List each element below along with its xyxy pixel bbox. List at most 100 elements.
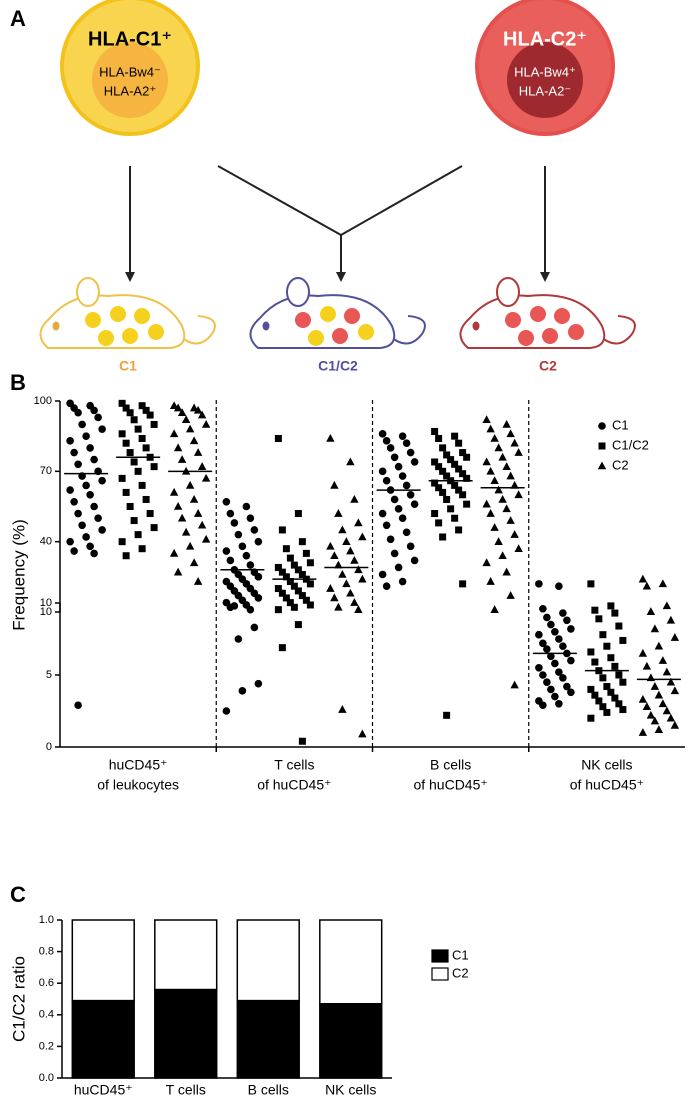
data-point bbox=[82, 533, 90, 541]
data-point bbox=[595, 697, 603, 705]
data-point bbox=[382, 582, 391, 591]
bar-segment bbox=[319, 1002, 383, 1079]
data-point bbox=[334, 602, 343, 611]
data-point bbox=[406, 448, 415, 457]
data-point bbox=[338, 705, 347, 713]
y-tick-label: 10 bbox=[40, 597, 52, 609]
data-point bbox=[358, 574, 367, 583]
mouse-cell bbox=[518, 330, 534, 346]
data-point bbox=[619, 636, 627, 644]
data-point bbox=[222, 547, 231, 555]
mouse-cell bbox=[295, 312, 311, 328]
data-point bbox=[459, 580, 467, 588]
data-point bbox=[286, 578, 294, 586]
data-point bbox=[82, 481, 90, 490]
data-point bbox=[354, 605, 363, 613]
data-point bbox=[439, 467, 447, 475]
data-point bbox=[502, 504, 511, 513]
mouse-label: C2 bbox=[539, 358, 557, 374]
data-point bbox=[98, 526, 106, 534]
data-point bbox=[378, 467, 387, 476]
data-point bbox=[650, 682, 660, 690]
mouse-eye bbox=[262, 321, 270, 331]
data-point bbox=[646, 710, 656, 719]
data-point bbox=[459, 470, 467, 478]
mouse-eye bbox=[472, 321, 480, 331]
data-point bbox=[551, 692, 559, 701]
data-point bbox=[122, 552, 130, 560]
data-point bbox=[350, 555, 359, 564]
data-point bbox=[386, 444, 395, 452]
data-point bbox=[646, 607, 656, 615]
data-point bbox=[662, 667, 672, 676]
data-point bbox=[358, 532, 367, 541]
data-point bbox=[410, 458, 419, 466]
data-point bbox=[274, 585, 282, 593]
data-point bbox=[591, 658, 599, 666]
data-point bbox=[250, 623, 259, 632]
data-point bbox=[451, 514, 459, 522]
data-point bbox=[394, 505, 403, 513]
data-point bbox=[306, 559, 314, 567]
data-point bbox=[278, 644, 286, 652]
data-point bbox=[398, 432, 407, 440]
data-point bbox=[146, 411, 154, 419]
data-point bbox=[543, 678, 551, 686]
data-point bbox=[482, 499, 491, 508]
data-point bbox=[490, 434, 499, 442]
y-tick-label: 100 bbox=[34, 395, 52, 407]
data-point bbox=[386, 535, 395, 544]
data-point bbox=[74, 460, 82, 469]
data-point bbox=[443, 472, 451, 480]
data-point bbox=[193, 509, 203, 517]
data-point bbox=[551, 628, 559, 636]
data-point bbox=[242, 502, 251, 511]
mouse-body bbox=[459, 294, 606, 349]
data-point bbox=[254, 573, 263, 581]
data-point bbox=[402, 528, 411, 537]
data-point bbox=[543, 645, 551, 653]
data-point bbox=[539, 639, 547, 648]
donor-line: HLA-Bw4⁺ bbox=[514, 64, 576, 79]
data-point bbox=[567, 688, 575, 697]
data-point bbox=[338, 569, 347, 578]
mice: C1 C1/C2 C2 bbox=[39, 277, 636, 374]
data-point bbox=[638, 648, 648, 657]
data-point bbox=[254, 679, 263, 688]
data-point bbox=[654, 725, 664, 734]
data-point bbox=[398, 577, 407, 586]
data-point bbox=[234, 635, 243, 643]
donor-core bbox=[92, 42, 168, 118]
data-point bbox=[350, 494, 359, 503]
data-point bbox=[94, 413, 102, 422]
data-point bbox=[169, 401, 179, 409]
legend-marker bbox=[597, 461, 607, 470]
data-point bbox=[193, 448, 203, 456]
data-point bbox=[539, 671, 547, 679]
data-point bbox=[486, 509, 495, 517]
mouse-cell bbox=[505, 312, 521, 328]
y-tick-label: 40 bbox=[40, 536, 52, 548]
data-point bbox=[278, 526, 286, 534]
data-point bbox=[290, 582, 298, 590]
data-point bbox=[230, 519, 239, 527]
mouse-tail bbox=[179, 315, 216, 345]
data-point bbox=[290, 603, 298, 611]
data-point bbox=[66, 537, 74, 546]
data-point bbox=[587, 648, 595, 656]
data-point bbox=[410, 556, 419, 565]
data-point bbox=[146, 510, 154, 518]
x-tick-label: T cells bbox=[274, 757, 314, 773]
data-point bbox=[246, 605, 255, 614]
data-point bbox=[603, 708, 611, 716]
data-point bbox=[294, 587, 302, 595]
data-point bbox=[642, 702, 652, 710]
bar-segment bbox=[236, 999, 300, 1079]
data-point bbox=[138, 481, 146, 489]
data-point bbox=[201, 473, 211, 482]
data-point bbox=[298, 570, 306, 578]
data-point bbox=[455, 439, 463, 447]
data-point bbox=[286, 554, 294, 562]
mouse-ear bbox=[76, 277, 100, 307]
data-point bbox=[78, 420, 86, 429]
